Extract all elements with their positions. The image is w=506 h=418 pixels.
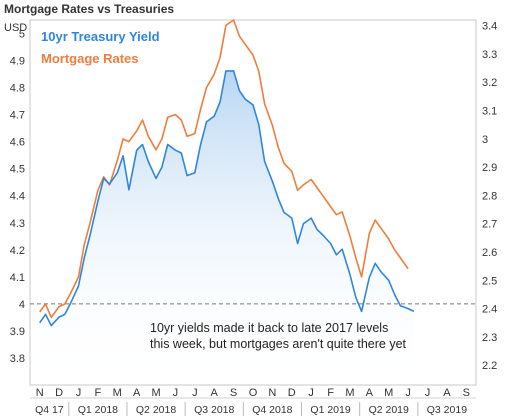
left-axis-tick-label: 4 <box>19 299 25 311</box>
right-axis-tick-label: 2.6 <box>482 247 497 259</box>
right-axis-tick-label: 2.2 <box>482 360 497 372</box>
quarter-tick-label: Q1 2018 <box>78 404 118 416</box>
series-line-10yr-treasury-yield <box>39 70 415 327</box>
month-tick-label: O <box>249 387 258 399</box>
quarter-tick-label: Q1 2019 <box>310 404 350 416</box>
month-tick-label: J <box>76 387 82 399</box>
month-tick-label: F <box>327 387 334 399</box>
annotation-line-2: this week, but mortgages aren't quite th… <box>150 337 407 351</box>
right-axis-tick-label: 2.8 <box>482 190 497 202</box>
month-tick-label: J <box>405 387 411 399</box>
right-axis-tick-label: 2.5 <box>482 275 497 287</box>
month-tick-label: M <box>113 387 122 399</box>
right-axis-tick-label: 3.4 <box>482 21 497 33</box>
right-axis-tick-label: 2.3 <box>482 332 497 344</box>
right-axis-tick-label: 3.1 <box>482 106 497 118</box>
left-axis-tick-label: 3.8 <box>10 353 25 365</box>
left-axis-tick-label: 4.2 <box>10 245 25 257</box>
month-tick-label: A <box>366 387 374 399</box>
month-tick-label: N <box>268 387 276 399</box>
left-axis-tick-label: 3.9 <box>10 326 25 338</box>
annotation-line-1: 10yr yields made it back to late 2017 le… <box>150 321 388 335</box>
left-axis-tick-label: 4.4 <box>10 191 25 203</box>
month-tick-label: D <box>55 387 63 399</box>
month-tick-label: S <box>230 387 237 399</box>
treasury-area-fill <box>39 70 414 386</box>
left-axis-tick-label: 4.8 <box>10 83 25 95</box>
month-tick-label: M <box>384 387 393 399</box>
legend-mortgage-rates: Mortgage Rates <box>41 51 139 66</box>
left-axis-tick-label: 5 <box>19 29 25 41</box>
y-axis-unit-label: USD <box>4 22 27 34</box>
left-axis-tick-label: 4.1 <box>10 272 25 284</box>
month-tick-label: J <box>173 387 179 399</box>
month-tick-label: M <box>151 387 160 399</box>
quarter-tick-label: Q4 17 <box>35 404 64 416</box>
quarter-tick-label: Q3 2018 <box>194 404 234 416</box>
left-axis-tick-label: 4.5 <box>10 164 25 176</box>
month-tick-label: D <box>288 387 296 399</box>
month-tick-label: A <box>211 387 219 399</box>
month-tick-label: N <box>36 387 44 399</box>
month-tick-label: A <box>133 387 141 399</box>
left-axis-tick-label: 4.7 <box>10 110 25 122</box>
month-tick-label: M <box>345 387 354 399</box>
quarter-tick-label: Q3 2019 <box>427 404 467 416</box>
quarter-tick-label: Q4 2018 <box>252 404 292 416</box>
month-tick-label: J <box>192 387 198 399</box>
right-axis-tick-label: 2.9 <box>482 162 497 174</box>
right-axis-tick-label: 2.7 <box>482 219 497 231</box>
chart-title: Mortgage Rates vs Treasuries <box>4 2 174 16</box>
series-line-mortgage-rates <box>39 19 409 319</box>
month-tick-label: F <box>95 387 102 399</box>
right-axis-tick-label: 2.4 <box>482 304 497 316</box>
right-axis-tick-label: 3.3 <box>482 49 497 61</box>
left-axis-tick-label: 4.6 <box>10 137 25 149</box>
right-axis-tick-label: 3 <box>482 134 488 146</box>
right-axis-tick-label: 3.2 <box>482 77 497 89</box>
quarter-tick-label: Q2 2018 <box>136 404 176 416</box>
quarter-tick-label: Q2 2019 <box>369 404 409 416</box>
month-tick-label: S <box>463 387 470 399</box>
month-tick-label: A <box>443 387 451 399</box>
legend-10yr-treasury-yield: 10yr Treasury Yield <box>41 29 160 44</box>
left-axis-tick-label: 4.3 <box>10 218 25 230</box>
left-axis-tick-label: 4.9 <box>10 56 25 68</box>
month-tick-label: J <box>308 387 314 399</box>
month-tick-label: J <box>425 387 431 399</box>
